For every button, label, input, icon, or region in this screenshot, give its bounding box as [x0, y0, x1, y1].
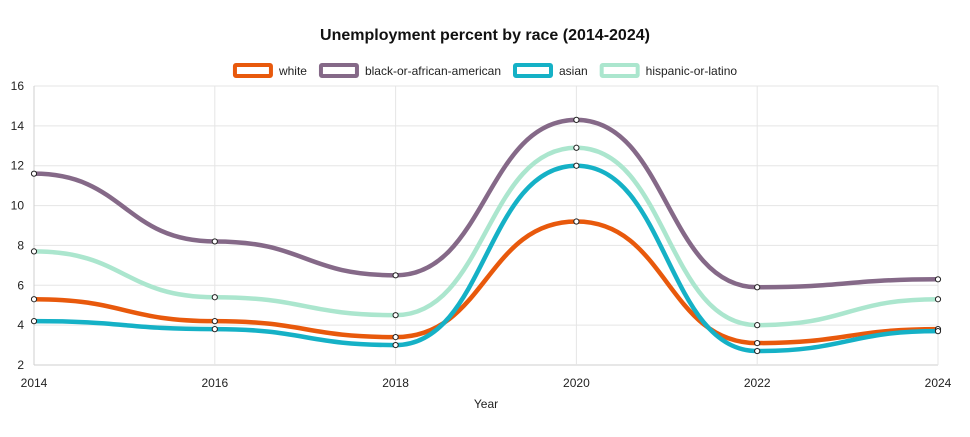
data-point-asian[interactable] [934, 328, 942, 335]
y-tick-label: 14 [11, 119, 25, 133]
data-point-black-or-african-american[interactable] [934, 276, 942, 283]
legend-swatch [512, 63, 553, 78]
data-point-white[interactable] [573, 218, 580, 225]
legend-swatch [599, 63, 640, 78]
data-points [30, 116, 942, 355]
x-tick-label: 2022 [744, 376, 771, 390]
y-tick-label: 12 [11, 159, 25, 173]
data-point-black-or-african-american[interactable] [392, 272, 399, 279]
legend-swatch [318, 63, 359, 78]
data-point-asian[interactable] [392, 341, 399, 349]
legend-label: hispanic-or-latino [646, 64, 738, 78]
series-line-hispanic-or-latino[interactable] [31, 145, 941, 328]
data-point-asian[interactable] [573, 162, 580, 169]
x-tick-label: 2018 [382, 376, 409, 390]
grid [33, 85, 939, 366]
legend-label: asian [559, 64, 588, 78]
axes: 2 4 6 8 10 12 14 16 2014 2016 2018 2020 2022 2024 [11, 79, 952, 390]
y-tick-label: 6 [17, 278, 24, 292]
data-point-hispanic-or-latino[interactable] [211, 294, 218, 301]
y-tick-label: 2 [17, 358, 24, 372]
x-tick-label: 2020 [563, 376, 590, 390]
data-point-white[interactable] [211, 318, 218, 325]
data-point-asian[interactable] [30, 318, 38, 325]
y-tick-label: 8 [17, 238, 24, 252]
series-lines [31, 117, 941, 354]
data-point-white[interactable] [30, 296, 38, 303]
chart-title: Unemployment percent by race (2014-2024) [320, 27, 650, 44]
x-tick-label: 2014 [21, 376, 48, 390]
y-tick-label: 16 [11, 79, 25, 93]
x-axis-label: Year [474, 397, 498, 411]
x-tick-label: 2016 [201, 376, 228, 390]
data-point-black-or-african-american[interactable] [211, 238, 218, 245]
data-point-black-or-african-american[interactable] [30, 170, 38, 177]
data-point-hispanic-or-latino[interactable] [573, 144, 580, 151]
data-point-black-or-african-american[interactable] [754, 284, 761, 291]
x-tick-label: 2024 [925, 376, 952, 390]
series-line-black-or-african-american[interactable] [31, 117, 941, 290]
data-point-white[interactable] [754, 339, 761, 347]
data-point-hispanic-or-latino[interactable] [392, 312, 399, 319]
y-tick-label: 10 [11, 199, 25, 213]
data-point-black-or-african-american[interactable] [573, 116, 580, 123]
legend: white black-or-african-american asian hispa… [232, 63, 738, 78]
data-point-asian[interactable] [211, 326, 218, 333]
legend-item-hispanic-or-latino[interactable]: hispanic-or-latino [599, 63, 738, 78]
y-tick-label: 4 [17, 318, 24, 332]
data-point-asian[interactable] [754, 347, 761, 355]
data-point-hispanic-or-latino[interactable] [754, 322, 761, 329]
legend-swatch [232, 63, 273, 78]
legend-item-white[interactable]: white [232, 63, 307, 78]
data-point-hispanic-or-latino[interactable] [934, 296, 942, 303]
data-point-hispanic-or-latino[interactable] [30, 248, 38, 255]
legend-label: white [278, 64, 307, 78]
legend-label: black-or-african-american [365, 64, 501, 78]
legend-item-asian[interactable]: asian [512, 63, 588, 78]
legend-item-black-or-african-american[interactable]: black-or-african-american [318, 63, 501, 78]
data-point-white[interactable] [392, 334, 399, 341]
